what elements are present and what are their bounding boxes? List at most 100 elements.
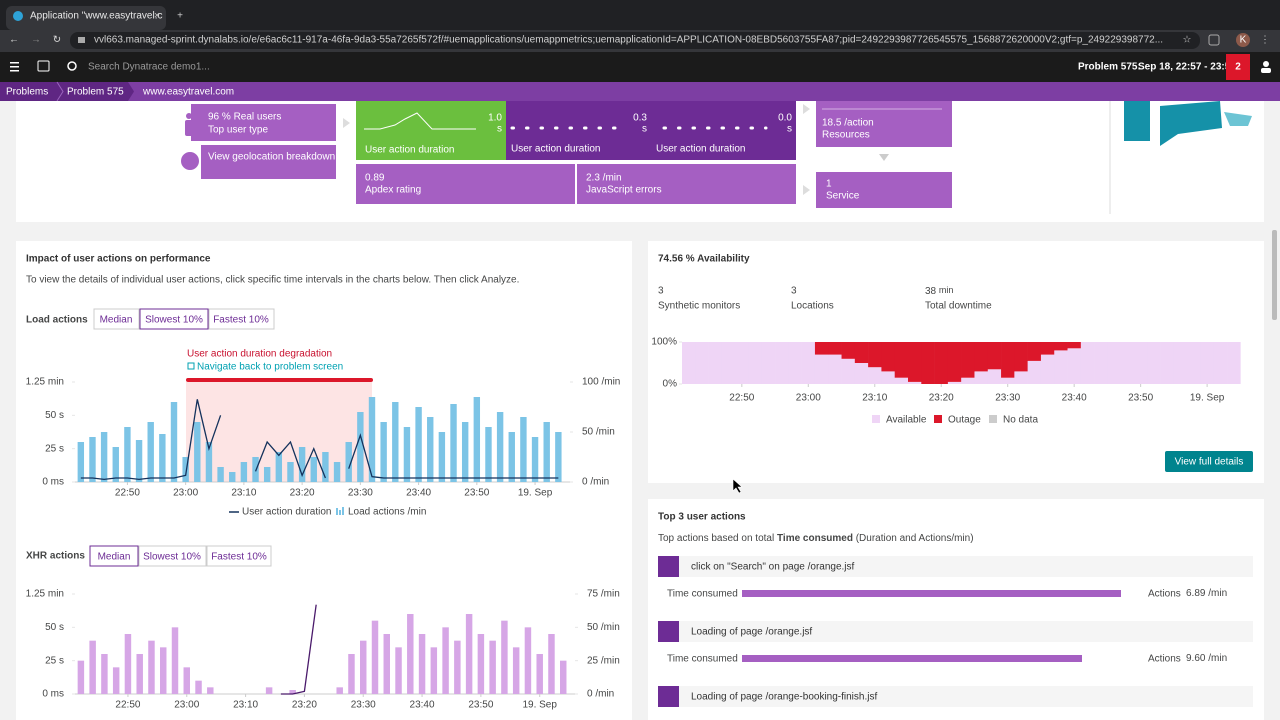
available [1001, 377, 1015, 384]
shape [1165, 451, 1253, 472]
bar [124, 634, 132, 694]
available [987, 369, 1002, 384]
breadcrumb[interactable]: www.easytravel.com [142, 87, 234, 98]
toggle[interactable]: Median [93, 308, 140, 330]
available [1080, 342, 1095, 384]
outage [868, 342, 882, 368]
toggle[interactable]: Fastest 10% [208, 308, 275, 330]
bar [112, 667, 120, 694]
action-icon [658, 621, 679, 642]
shape [138, 545, 207, 567]
bar [275, 452, 283, 482]
y2-tick-label: 0 /min [587, 689, 614, 700]
globe-icon [179, 150, 201, 172]
available [947, 381, 962, 384]
bar [520, 417, 527, 482]
bar [555, 432, 562, 482]
new-tab[interactable]: + [177, 11, 183, 22]
bar [298, 447, 306, 482]
rate-value: 6.89 [1186, 588, 1206, 599]
x-tick-label: 23:30 [995, 393, 1020, 404]
back[interactable]: ← [9, 35, 19, 46]
y-tick-label: 1.25 min [26, 377, 64, 388]
bar [170, 402, 178, 482]
available [708, 342, 723, 384]
bar [560, 660, 567, 694]
resources-value: 18.5 /action [822, 118, 874, 129]
outage [841, 342, 856, 359]
real-users-tile [191, 104, 336, 141]
bar [77, 442, 85, 482]
stat-value: 38 min [925, 285, 953, 296]
cursor [732, 478, 743, 494]
available [761, 342, 776, 384]
bar [265, 687, 273, 694]
available [1134, 342, 1148, 384]
available [974, 371, 989, 384]
geolocation-tile[interactable] [201, 145, 336, 179]
user-icon-body [1261, 68, 1271, 73]
outage [1014, 342, 1028, 372]
breadcrumb[interactable]: Problem 575 [67, 87, 124, 98]
toggle[interactable]: Fastest 10% [206, 545, 272, 567]
link[interactable]: Navigate back to problem screen [197, 362, 343, 373]
reload[interactable]: ↻ [53, 35, 61, 46]
bar [336, 687, 343, 694]
legend-label: User action duration [242, 507, 332, 518]
outage [881, 342, 896, 372]
x-tick-label: 23:40 [1062, 393, 1087, 404]
toggle[interactable]: Median [89, 545, 139, 567]
tile-scale: 1.0 [488, 113, 502, 124]
x-tick-label: 22:50 [729, 393, 754, 404]
tab[interactable] [6, 6, 166, 30]
forward: → [31, 35, 41, 46]
map [1124, 101, 1252, 146]
bar [392, 402, 399, 482]
search-field[interactable]: Search Dynatrace demo1... [88, 62, 210, 73]
x-tick-label: 19. Sep [1190, 393, 1225, 404]
action-header[interactable] [658, 621, 1253, 642]
x-tick-label: 23:30 [351, 700, 376, 711]
toggle[interactable]: Slowest 10% [138, 545, 207, 567]
problem-badge[interactable] [1226, 54, 1250, 80]
bar [524, 627, 532, 694]
shape [1224, 112, 1252, 126]
apdex-label: Apdex rating [365, 185, 421, 196]
legend-swatch [872, 415, 880, 423]
bar [485, 427, 492, 482]
button[interactable]: View full details [1165, 451, 1253, 472]
breadcrumb[interactable]: Problems [6, 87, 48, 98]
problem-label: Problem 575: [1078, 62, 1141, 73]
problem-count: 2 [1235, 62, 1241, 73]
x-tick-label: 23:50 [468, 700, 493, 711]
search-icon [67, 61, 77, 71]
x-tick-label: 23:50 [464, 488, 489, 499]
available [961, 377, 975, 384]
bar [89, 640, 96, 694]
toggle-label: Fastest 10% [211, 552, 267, 563]
action-header[interactable] [658, 686, 1253, 707]
user-type: Top user type [208, 125, 268, 136]
bar [489, 640, 496, 694]
line [348, 433, 559, 479]
outage [1067, 342, 1082, 349]
bar [450, 404, 457, 482]
lock-icon [78, 37, 85, 43]
hamburger[interactable] [10, 62, 19, 72]
toggle[interactable]: Slowest 10% [139, 308, 209, 330]
legend-label: Load actions /min [348, 507, 426, 518]
y-tick-label: 25 s [45, 655, 64, 666]
metric-label: Time consumed [667, 654, 738, 665]
legend: Available Outage No data [872, 415, 1038, 426]
bar [147, 422, 154, 482]
available [1027, 360, 1042, 384]
tab-title: Application "www.easytravel.c [30, 11, 163, 22]
x-tick-label: 23:40 [410, 700, 435, 711]
outage [894, 342, 909, 378]
x-tick-label: 23:20 [292, 700, 317, 711]
action-header[interactable] [658, 556, 1253, 577]
bar [531, 437, 539, 482]
js-errors-tile [577, 164, 796, 204]
bar [205, 442, 213, 482]
